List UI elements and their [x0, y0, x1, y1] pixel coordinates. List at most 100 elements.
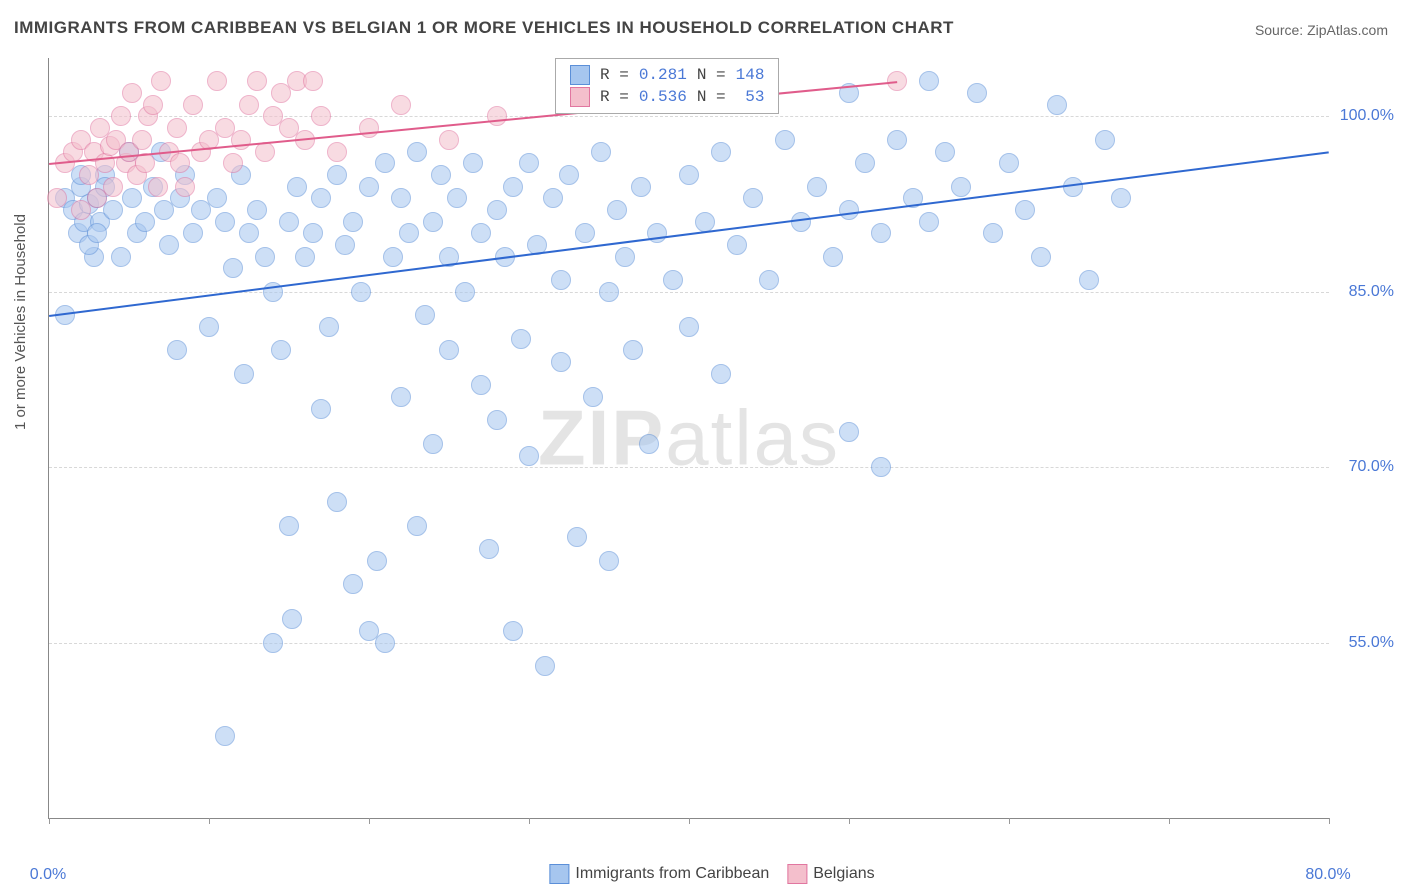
scatter-point — [175, 177, 195, 197]
scatter-point — [439, 130, 459, 150]
scatter-point — [239, 95, 259, 115]
x-tick — [689, 818, 690, 824]
scatter-point — [807, 177, 827, 197]
x-tick — [209, 818, 210, 824]
scatter-point — [535, 656, 555, 676]
scatter-point — [1111, 188, 1131, 208]
scatter-point — [327, 142, 347, 162]
scatter-point — [623, 340, 643, 360]
n-value: 148 — [732, 65, 769, 85]
scatter-point — [383, 247, 403, 267]
scatter-point — [983, 223, 1003, 243]
scatter-point — [967, 83, 987, 103]
stats-row: R =0.281N =148 — [566, 65, 768, 85]
legend-swatch — [570, 87, 590, 107]
scatter-point — [839, 200, 859, 220]
y-tick-label: 100.0% — [1340, 107, 1394, 125]
scatter-point — [599, 282, 619, 302]
scatter-point — [1047, 95, 1067, 115]
chart-title: IMMIGRANTS FROM CARIBBEAN VS BELGIAN 1 O… — [14, 18, 954, 38]
scatter-point — [439, 340, 459, 360]
scatter-point — [951, 177, 971, 197]
scatter-point — [159, 235, 179, 255]
scatter-point — [215, 212, 235, 232]
scatter-point — [391, 188, 411, 208]
legend-swatch — [549, 864, 569, 884]
scatter-point — [239, 223, 259, 243]
scatter-point — [727, 235, 747, 255]
scatter-point — [122, 188, 142, 208]
scatter-point — [487, 200, 507, 220]
x-tick — [529, 818, 530, 824]
scatter-point — [1015, 200, 1035, 220]
scatter-point — [447, 188, 467, 208]
scatter-point — [343, 212, 363, 232]
scatter-point — [543, 188, 563, 208]
scatter-point — [1031, 247, 1051, 267]
watermark: ZIPatlas — [538, 393, 840, 484]
scatter-point — [311, 106, 331, 126]
scatter-point — [303, 71, 323, 91]
scatter-point — [199, 317, 219, 337]
gridline-h — [49, 643, 1329, 644]
scatter-point — [303, 223, 323, 243]
y-axis-label: 1 or more Vehicles in Household — [12, 214, 29, 430]
scatter-point — [759, 270, 779, 290]
scatter-point — [167, 340, 187, 360]
r-value: 0.281 — [635, 65, 691, 85]
scatter-point — [103, 200, 123, 220]
scatter-point — [327, 165, 347, 185]
bottom-legend: Immigrants from Caribbean Belgians — [531, 864, 874, 884]
scatter-point — [87, 223, 107, 243]
scatter-point — [234, 364, 254, 384]
scatter-point — [183, 95, 203, 115]
x-tick-label: 80.0% — [1305, 866, 1350, 884]
scatter-point — [183, 223, 203, 243]
scatter-point — [471, 375, 491, 395]
scatter-point — [575, 223, 595, 243]
x-tick — [1009, 818, 1010, 824]
x-tick — [49, 818, 50, 824]
scatter-point — [247, 200, 267, 220]
x-tick — [849, 818, 850, 824]
scatter-point — [311, 188, 331, 208]
scatter-point — [143, 95, 163, 115]
n-label: N = — [693, 65, 730, 85]
stats-legend: R =0.281N =148R =0.536N = 53 — [555, 58, 779, 114]
scatter-point — [170, 153, 190, 173]
scatter-point — [679, 317, 699, 337]
scatter-point — [351, 282, 371, 302]
scatter-point — [919, 71, 939, 91]
scatter-point — [207, 71, 227, 91]
scatter-point — [775, 130, 795, 150]
scatter-point — [407, 142, 427, 162]
scatter-point — [559, 165, 579, 185]
scatter-point — [271, 340, 291, 360]
legend-label: Immigrants from Caribbean — [575, 865, 769, 882]
scatter-point — [631, 177, 651, 197]
scatter-point — [471, 223, 491, 243]
r-label: R = — [596, 87, 633, 107]
scatter-point — [407, 516, 427, 536]
scatter-point — [871, 223, 891, 243]
legend-label: Belgians — [813, 865, 874, 882]
scatter-point — [639, 434, 659, 454]
scatter-point — [279, 516, 299, 536]
scatter-point — [855, 153, 875, 173]
scatter-point — [111, 106, 131, 126]
scatter-point — [663, 270, 683, 290]
scatter-point — [423, 212, 443, 232]
scatter-point — [567, 527, 587, 547]
scatter-point — [279, 212, 299, 232]
scatter-point — [591, 142, 611, 162]
scatter-point — [711, 142, 731, 162]
scatter-point — [839, 422, 859, 442]
scatter-point — [122, 83, 142, 103]
x-tick-label: 0.0% — [30, 866, 66, 884]
scatter-point — [111, 247, 131, 267]
scatter-point — [695, 212, 715, 232]
scatter-point — [487, 106, 507, 126]
scatter-point — [223, 258, 243, 278]
scatter-point — [503, 621, 523, 641]
scatter-point — [479, 539, 499, 559]
